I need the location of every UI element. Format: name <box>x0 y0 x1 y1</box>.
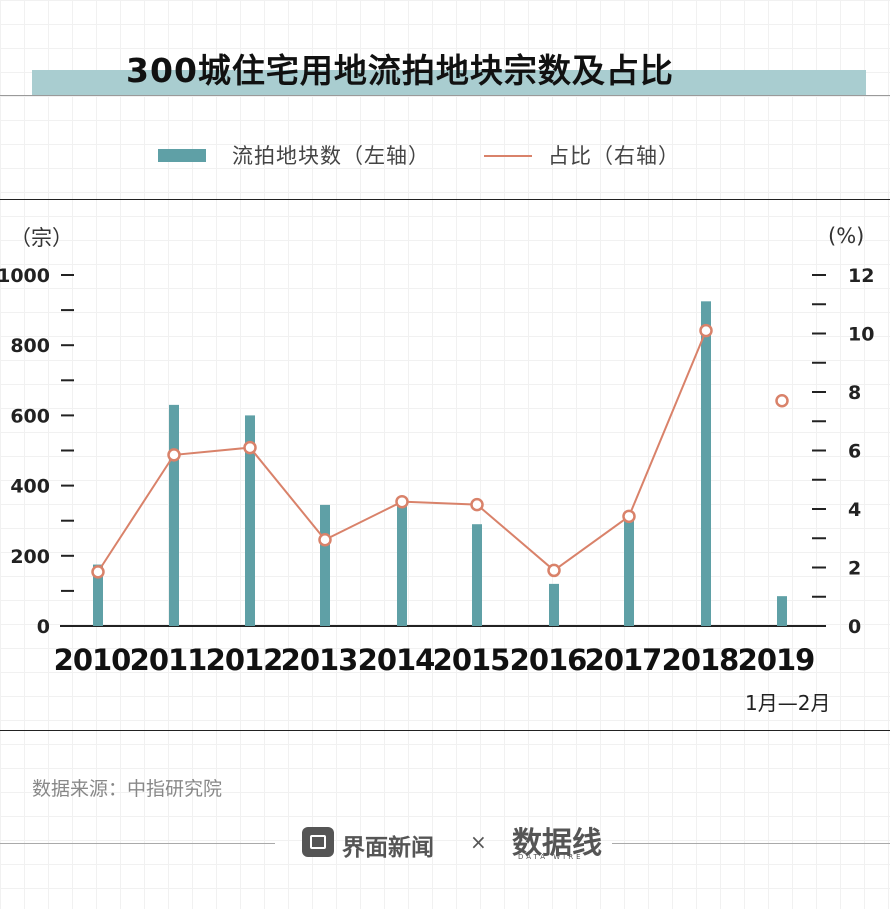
left-axis-tick-label: 600 <box>10 405 50 427</box>
right-axis-tick-label: 0 <box>848 616 861 638</box>
bar-2010 <box>93 564 103 626</box>
bar-2012 <box>245 415 255 626</box>
left-axis-tick-label: 1000 <box>0 265 50 287</box>
title-rule <box>0 95 890 96</box>
legend-line-label: 占比（右轴） <box>548 144 680 168</box>
left-axis-tick-label: 400 <box>10 476 50 498</box>
jiemian-logo-icon <box>302 827 334 857</box>
datawire-logo-sub: DATA WIRE <box>518 853 584 861</box>
source-note: 数据来源：中指研究院 <box>32 778 223 800</box>
ratio-point-2018 <box>699 323 713 338</box>
ratio-point-2012 <box>243 440 257 455</box>
right-axis-tick-label: 2 <box>848 558 861 580</box>
brand-separator: × <box>470 830 487 854</box>
ratio-point-2019 <box>775 394 789 408</box>
ratio-point-2011 <box>167 448 181 462</box>
bar-2015 <box>472 524 482 626</box>
chart-title: 300城住宅用地流拍地块宗数及占比 <box>126 51 674 90</box>
right-axis-unit: (%) <box>828 224 865 248</box>
left-axis-tick-label: 0 <box>37 616 50 638</box>
bar-2019 <box>777 596 787 626</box>
bar-2013 <box>320 504 330 626</box>
bar-2016 <box>549 583 559 626</box>
x-axis-label-2013: 2013 <box>281 643 358 677</box>
footer-rule-right <box>612 843 890 844</box>
x-axis-label-2011: 2011 <box>130 643 207 677</box>
chart-bottom-rule <box>0 730 890 731</box>
left-axis-tick-label: 800 <box>10 335 50 357</box>
ratio-point-2013 <box>318 532 332 547</box>
x-axis-label-2017: 2017 <box>585 643 662 677</box>
left-axis-tick-label: 200 <box>10 546 50 568</box>
left-axis-unit: （宗） <box>10 226 73 250</box>
x-axis-label-2016: 2016 <box>510 643 587 677</box>
ratio-point-2017 <box>622 509 636 524</box>
chart-top-rule <box>0 199 890 200</box>
x-axis-label-2018: 2018 <box>662 643 739 677</box>
right-axis-tick-label: 12 <box>848 265 874 287</box>
x-axis-label-2014: 2014 <box>358 643 435 677</box>
brand-name: 界面新闻 <box>342 835 434 861</box>
bar-2011 <box>169 404 179 626</box>
x-axis-label-2010: 2010 <box>54 643 131 677</box>
ratio-point-2016 <box>547 563 561 578</box>
right-axis-tick-label: 6 <box>848 441 861 463</box>
x-axis-label-2015: 2015 <box>433 643 510 677</box>
bar-2017 <box>624 517 634 626</box>
right-axis-tick-label: 8 <box>848 382 861 404</box>
bar-2014 <box>397 503 407 626</box>
legend-bar-swatch <box>158 149 206 162</box>
right-axis-tick-label: 4 <box>848 499 861 521</box>
ratio-point-2010 <box>91 565 105 579</box>
legend-bar-label: 流拍地块数（左轴） <box>232 144 430 168</box>
x-axis-label-2012: 2012 <box>206 643 283 677</box>
ratio-point-2014 <box>395 494 409 509</box>
right-axis-tick-label: 10 <box>848 324 874 346</box>
ratio-point-2015 <box>470 497 484 512</box>
footer-rule-left <box>0 843 275 844</box>
datawire-logo: 数据线 <box>512 826 602 861</box>
x-axis-label-2019: 2019 <box>738 643 815 677</box>
x-axis-note: 1月—2月 <box>745 691 830 715</box>
title-band <box>32 70 866 96</box>
bar-2018 <box>701 301 711 626</box>
legend-line-swatch <box>484 155 532 157</box>
